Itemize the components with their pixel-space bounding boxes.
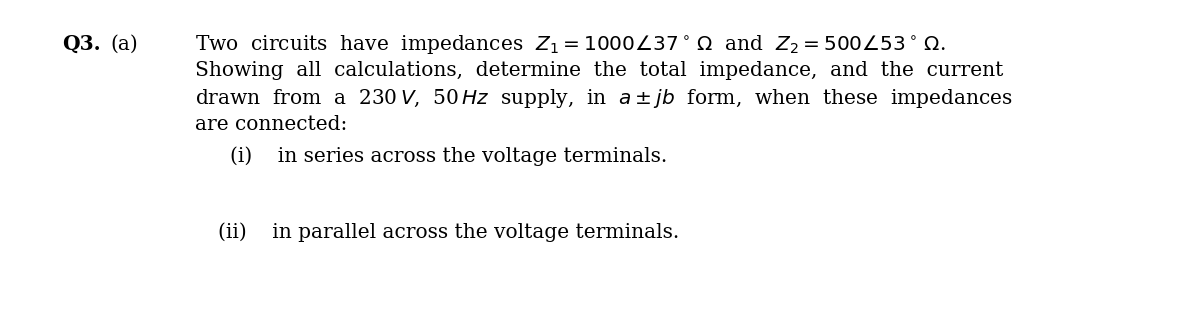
Text: (a): (a) bbox=[110, 34, 138, 54]
Text: Two  circuits  have  impedances  $Z_1 = 1000\angle37^\circ\,\Omega$  and  $Z_2 =: Two circuits have impedances $Z_1 = 1000… bbox=[194, 33, 946, 56]
Text: drawn  from  a  230$\,V$,  50$\,Hz$  supply,  in  $a \pm jb$  form,  when  these: drawn from a 230$\,V$, 50$\,Hz$ supply, … bbox=[194, 86, 1013, 109]
Text: are connected:: are connected: bbox=[194, 115, 347, 135]
Text: Showing  all  calculations,  determine  the  total  impedance,  and  the  curren: Showing all calculations, determine the … bbox=[194, 62, 1003, 80]
Text: (i)    in series across the voltage terminals.: (i) in series across the voltage termina… bbox=[230, 147, 667, 167]
Text: (ii)    in parallel across the voltage terminals.: (ii) in parallel across the voltage term… bbox=[218, 222, 679, 241]
Text: Q3.: Q3. bbox=[62, 33, 101, 54]
